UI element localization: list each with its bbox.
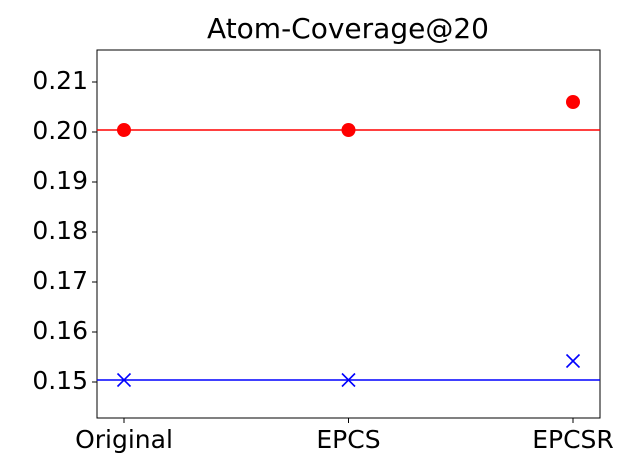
chart-title: Atom-Coverage@20 [207,12,489,45]
x-marker-stroke [565,353,581,369]
y-tick-label: 0.19 [32,166,88,195]
x-marker [565,353,581,369]
y-tick-label: 0.16 [32,316,88,345]
x-tick-label: Original [75,425,173,454]
y-tick-label: 0.20 [32,116,88,145]
x-marker-stroke [341,372,356,388]
x-tick-label: EPCSR [532,425,614,454]
x-marker [341,372,356,388]
y-tick-label: 0.15 [32,366,88,395]
dot-marker [566,95,580,109]
dot-marker [341,123,356,137]
x-tick-label: EPCS [316,425,380,454]
x-marker [116,372,132,388]
plot-frame [96,49,601,419]
y-tick-label: 0.21 [32,66,88,95]
y-tick-label: 0.18 [32,216,88,245]
dot-marker [117,123,131,137]
y-tick-label: 0.17 [32,266,88,295]
x-marker-stroke [116,372,132,388]
